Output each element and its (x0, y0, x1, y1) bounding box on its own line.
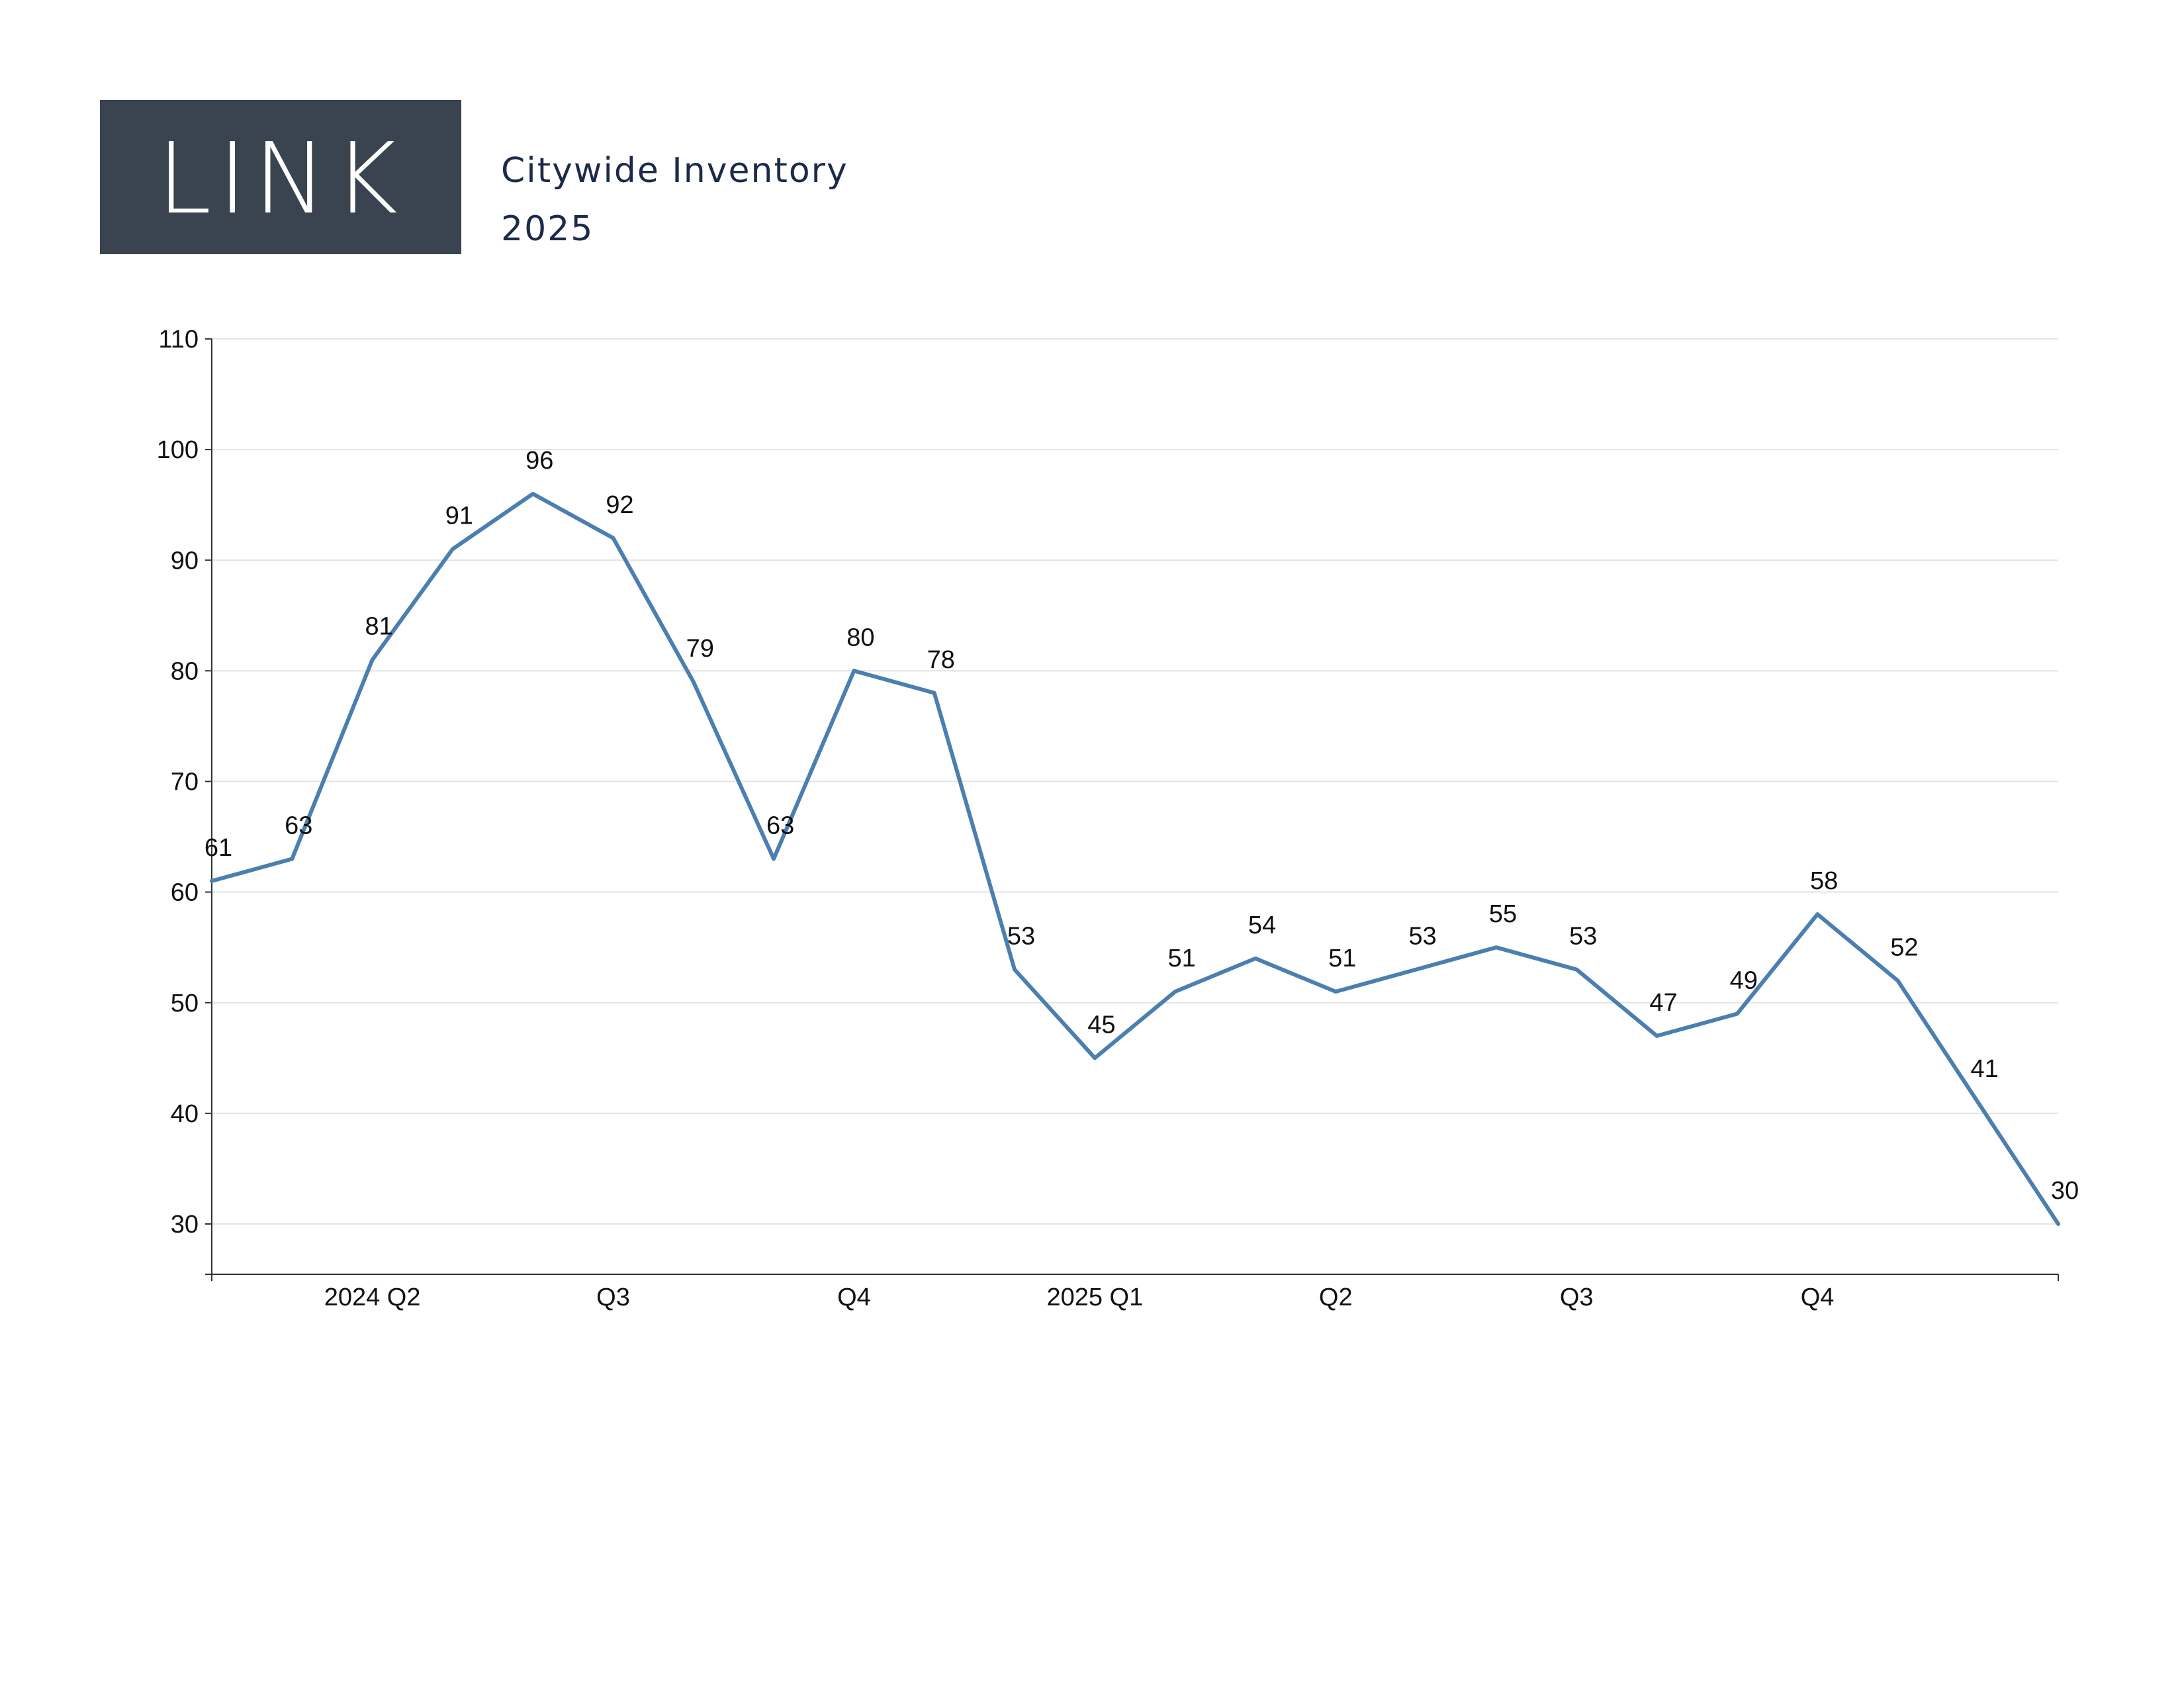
y-tick-label: 110 (158, 326, 199, 353)
data-label: 51 (1328, 945, 1356, 972)
data-label: 58 (1810, 867, 1838, 895)
data-labels: 61 63 81 91 96 92 79 63 80 78 53 45 51 54 51 53 55 53 47 49… (205, 447, 2079, 1205)
y-tick-label: 50 (171, 990, 199, 1017)
data-label: 80 (846, 624, 874, 651)
grid-lines (212, 338, 2058, 1225)
x-tick-label: Q3 (1560, 1284, 1594, 1311)
x-tick-label: Q4 (1801, 1284, 1835, 1311)
axes: 30 40 50 60 70 80 90 100 110 2024 Q2 Q3 Q4 2025 Q1 Q2… (157, 326, 2059, 1311)
data-label: 54 (1248, 912, 1276, 939)
series-layer (210, 492, 2060, 1226)
data-label: 45 (1087, 1011, 1115, 1039)
y-tick-label: 30 (171, 1211, 199, 1239)
data-label: 51 (1168, 945, 1196, 972)
x-tick-label: 2024 Q2 (324, 1284, 421, 1311)
data-label: 49 (1730, 966, 1758, 994)
y-tick-label: 100 (157, 436, 199, 464)
page-year: 2025 (501, 209, 594, 249)
y-tick-label: 80 (171, 657, 199, 685)
x-tick-label: Q4 (837, 1284, 871, 1311)
data-label: 30 (2051, 1177, 2079, 1205)
data-label: 53 (1007, 923, 1035, 951)
data-label: 63 (766, 812, 794, 839)
data-label: 96 (525, 447, 553, 475)
page-title: Citywide Inventory (501, 151, 848, 191)
data-label: 55 (1489, 900, 1517, 928)
data-label: 81 (365, 613, 392, 641)
data-label: 78 (927, 646, 955, 674)
x-tick-label: Q2 (1319, 1284, 1353, 1311)
y-tick-label: 90 (171, 547, 199, 575)
x-tick-label: Q3 (596, 1284, 630, 1311)
data-label: 92 (606, 491, 633, 519)
logo: LINK (100, 100, 461, 254)
data-label: 61 (205, 834, 232, 862)
data-label: 53 (1569, 923, 1597, 951)
data-label: 41 (1971, 1055, 1999, 1083)
data-label: 52 (1890, 933, 1918, 961)
x-tick-label: 2025 Q1 (1046, 1284, 1143, 1311)
y-tick-label: 70 (171, 769, 199, 796)
series-line (210, 492, 2060, 1226)
data-label: 79 (686, 635, 714, 663)
data-label: 53 (1408, 923, 1436, 951)
y-tick-label: 40 (171, 1100, 199, 1128)
data-label: 47 (1649, 989, 1677, 1017)
y-tick-label: 60 (171, 879, 199, 907)
logo-text: LINK (157, 121, 404, 236)
data-label: 63 (285, 812, 312, 839)
data-label: 91 (445, 502, 473, 530)
